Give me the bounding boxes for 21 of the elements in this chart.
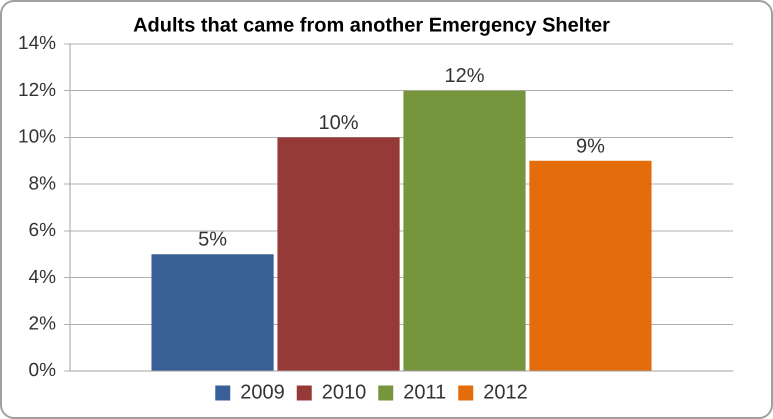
y-tick-label: 2%: [28, 314, 56, 335]
bar: [403, 90, 526, 370]
legend-label: 2012: [483, 382, 528, 404]
legend-label: 2011: [403, 382, 446, 404]
y-tick-label: 4%: [28, 266, 56, 288]
y-tick-label: 0%: [28, 360, 56, 382]
data-label: 10%: [318, 112, 359, 134]
data-label: 9%: [576, 135, 606, 158]
legend-label: 2010: [322, 382, 366, 404]
y-tick-label: 6%: [28, 220, 56, 242]
chart-title: Adults that came from another Emergency Shelter: [133, 14, 610, 37]
y-tick-label: 12%: [18, 80, 56, 101]
bar: [529, 160, 652, 370]
y-tick-label: 14%: [18, 33, 56, 54]
data-label: 12%: [444, 65, 485, 88]
data-label: 5%: [198, 228, 228, 251]
bar: [151, 254, 274, 370]
bar: [277, 137, 400, 370]
legend-label: 2009: [240, 382, 285, 404]
y-tick-label: 10%: [18, 126, 56, 148]
y-tick-label: 8%: [28, 173, 56, 194]
